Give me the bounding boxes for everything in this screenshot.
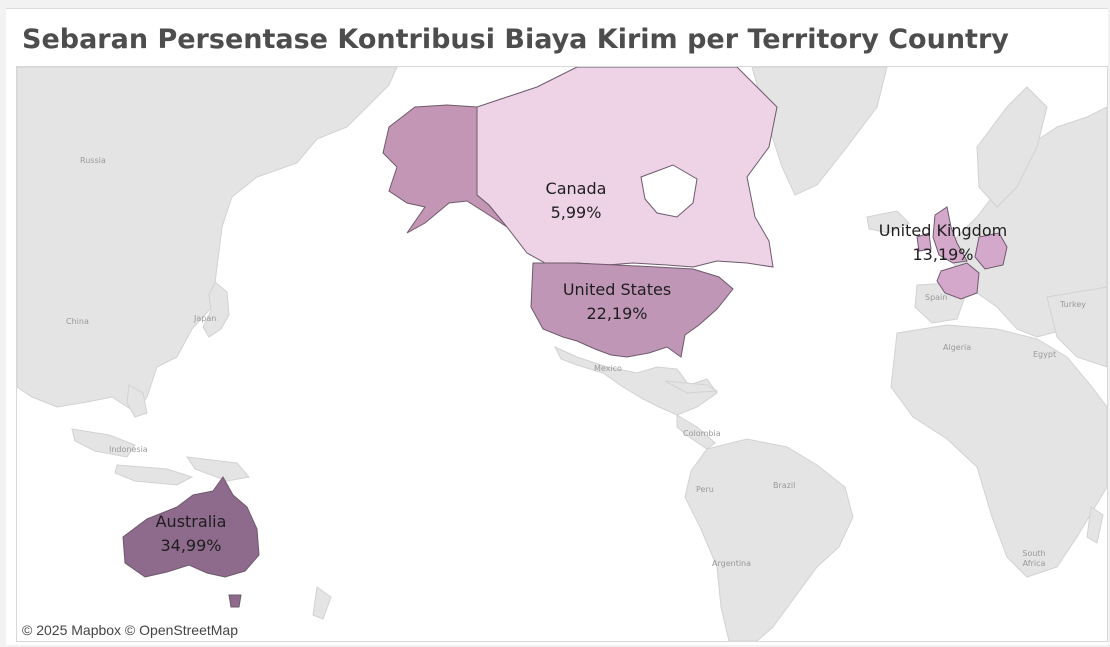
mark-label-australia: Australia 34,99% [156,510,227,558]
mark-label-value: 34,99% [160,536,222,555]
mark-label-name: United Kingdom [878,221,1008,240]
basemap-label: South Africa [1022,549,1046,568]
land-indonesia-2 [114,464,194,486]
basemap-label: Colombia [683,429,721,438]
basemap [17,67,1107,641]
basemap-label: Algeria [943,343,972,352]
basemap-label: Mexico [594,364,622,373]
mark-label-united-kingdom: United Kingdom 13,19% [879,219,1007,267]
territory-alaska[interactable] [382,104,508,234]
land-japan [202,281,230,338]
land-philippines [126,384,148,418]
territory-canada-hudson [640,164,698,218]
basemap-label: Peru [696,485,714,494]
territory-tasmania[interactable] [228,594,242,608]
basemap-label: Japan [194,314,217,323]
basemap-label: China [66,317,89,326]
land-nz [312,586,332,620]
land-iceland [866,210,910,234]
territory-canada[interactable] [476,67,778,268]
land-indonesia-3 [185,456,250,482]
territory-marks [122,67,1008,608]
basemap-label: Argentina [712,559,752,568]
chart-title: Sebaran Persentase Kontribusi Biaya Kiri… [22,24,1009,55]
land-mexico [553,345,718,416]
territory-ireland[interactable] [916,232,932,252]
territory-germany[interactable] [974,232,1008,270]
land-greenland [751,67,888,196]
mark-label-canada: Canada 5,99% [546,177,607,225]
land-africa [890,324,1107,578]
basemap-label: Turkey [1060,300,1087,309]
mark-label-value: 13,19% [912,245,974,264]
basemap-label: Indonesia [109,445,148,454]
territory-france[interactable] [936,262,980,300]
map-view[interactable]: Russia China Japan Indonesia Mexico Colo… [16,66,1108,642]
territory-uk[interactable] [932,206,968,264]
land-indonesia-1 [71,428,136,458]
basemap-label: Spain [925,293,948,302]
territory-united-states[interactable] [530,262,734,358]
land-south-america [684,438,854,641]
mark-label-name: United States [562,280,672,299]
land-scandinavia [976,86,1048,208]
basemap-label: Russia [80,156,106,165]
mark-label-name: Canada [545,179,607,198]
mark-label-united-states: United States 22,19% [563,278,671,326]
map-attribution[interactable]: © 2025 Mapbox © OpenStreetMap [22,622,238,638]
basemap-land [17,67,1107,641]
land-cuba [664,380,719,394]
land-madagascar [1086,506,1104,544]
land-asia [17,67,398,413]
mark-label-value: 5,99% [550,203,602,222]
basemap-label: Egypt [1033,350,1057,359]
mark-label-value: 22,19% [586,304,648,323]
territory-australia[interactable] [122,476,260,578]
basemap-label: Brazil [773,481,796,490]
mark-label-name: Australia [155,512,227,531]
land-middle-east [1046,286,1107,368]
